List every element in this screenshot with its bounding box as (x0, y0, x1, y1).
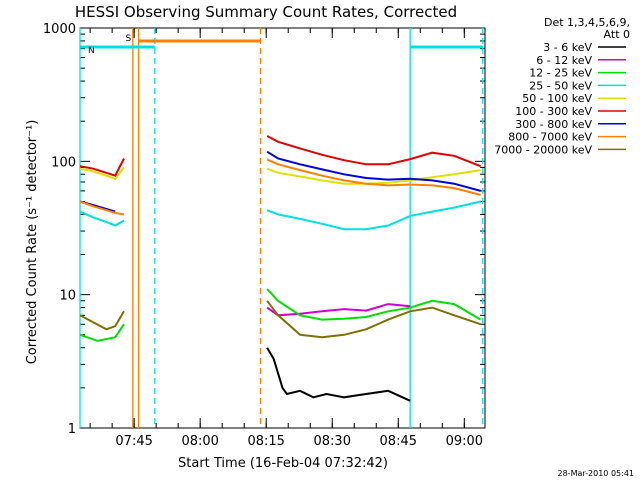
legend-label: 800 - 7000 keV (508, 131, 592, 144)
footer-timestamp: 28-Mar-2010 05:41 (558, 469, 635, 478)
y-axis-label: Corrected Count Rate (s⁻¹ detector⁻¹) (25, 120, 40, 365)
legend-label: 25 - 50 keV (529, 79, 592, 92)
series-line (266, 303, 411, 317)
x-tick-label: 08:00 (181, 434, 218, 449)
x-axis-label: Start Time (16-Feb-04 07:32:42) (178, 456, 388, 471)
series-line (266, 347, 411, 402)
chart-title: HESSI Observing Summary Count Rates, Cor… (75, 3, 457, 21)
y-tick-label: 1 (68, 422, 76, 437)
x-tick-label: 08:30 (314, 434, 351, 449)
legend-label: 7000 - 20000 keV (494, 143, 592, 156)
series-line (266, 300, 481, 339)
y-tick-label: 10 (59, 289, 76, 304)
y-tick-label: 100 (51, 155, 76, 170)
series-line (80, 210, 125, 227)
legend-header-line-1: Det 1,3,4,5,6,9, (544, 16, 630, 29)
series-line (266, 167, 481, 185)
series-line (266, 158, 481, 196)
series-line (80, 310, 125, 331)
series-line (80, 158, 125, 177)
series-line (266, 135, 481, 168)
legend-label: 6 - 12 keV (536, 54, 592, 67)
legend-label: 12 - 25 keV (529, 67, 592, 80)
series-line (266, 288, 482, 321)
legend-label: 100 - 300 keV (515, 105, 592, 118)
x-tick-label: 09:00 (446, 434, 483, 449)
series-line (80, 166, 125, 180)
legend-header-line-2: Att 0 (604, 28, 630, 41)
x-tick-label: 08:45 (380, 434, 417, 449)
y-tick-label: 1000 (43, 22, 76, 37)
legend-label: 300 - 800 keV (515, 118, 592, 131)
annotation-label: N (88, 46, 95, 56)
series-line (266, 200, 481, 231)
legend-label: 3 - 6 keV (543, 41, 592, 54)
x-tick-label: 08:15 (247, 434, 284, 449)
x-tick-label: 07:45 (115, 434, 152, 449)
series-line (80, 200, 125, 216)
annotation-label: S (126, 34, 132, 44)
legend-label: 50 - 100 keV (522, 92, 592, 105)
plot-area: 1 10 100 1000 07:45 08:00 08:15 08:30 08:45 09:00… (43, 22, 626, 449)
series-line (266, 150, 481, 192)
series-line (80, 323, 125, 342)
plot-frame (79, 27, 486, 429)
